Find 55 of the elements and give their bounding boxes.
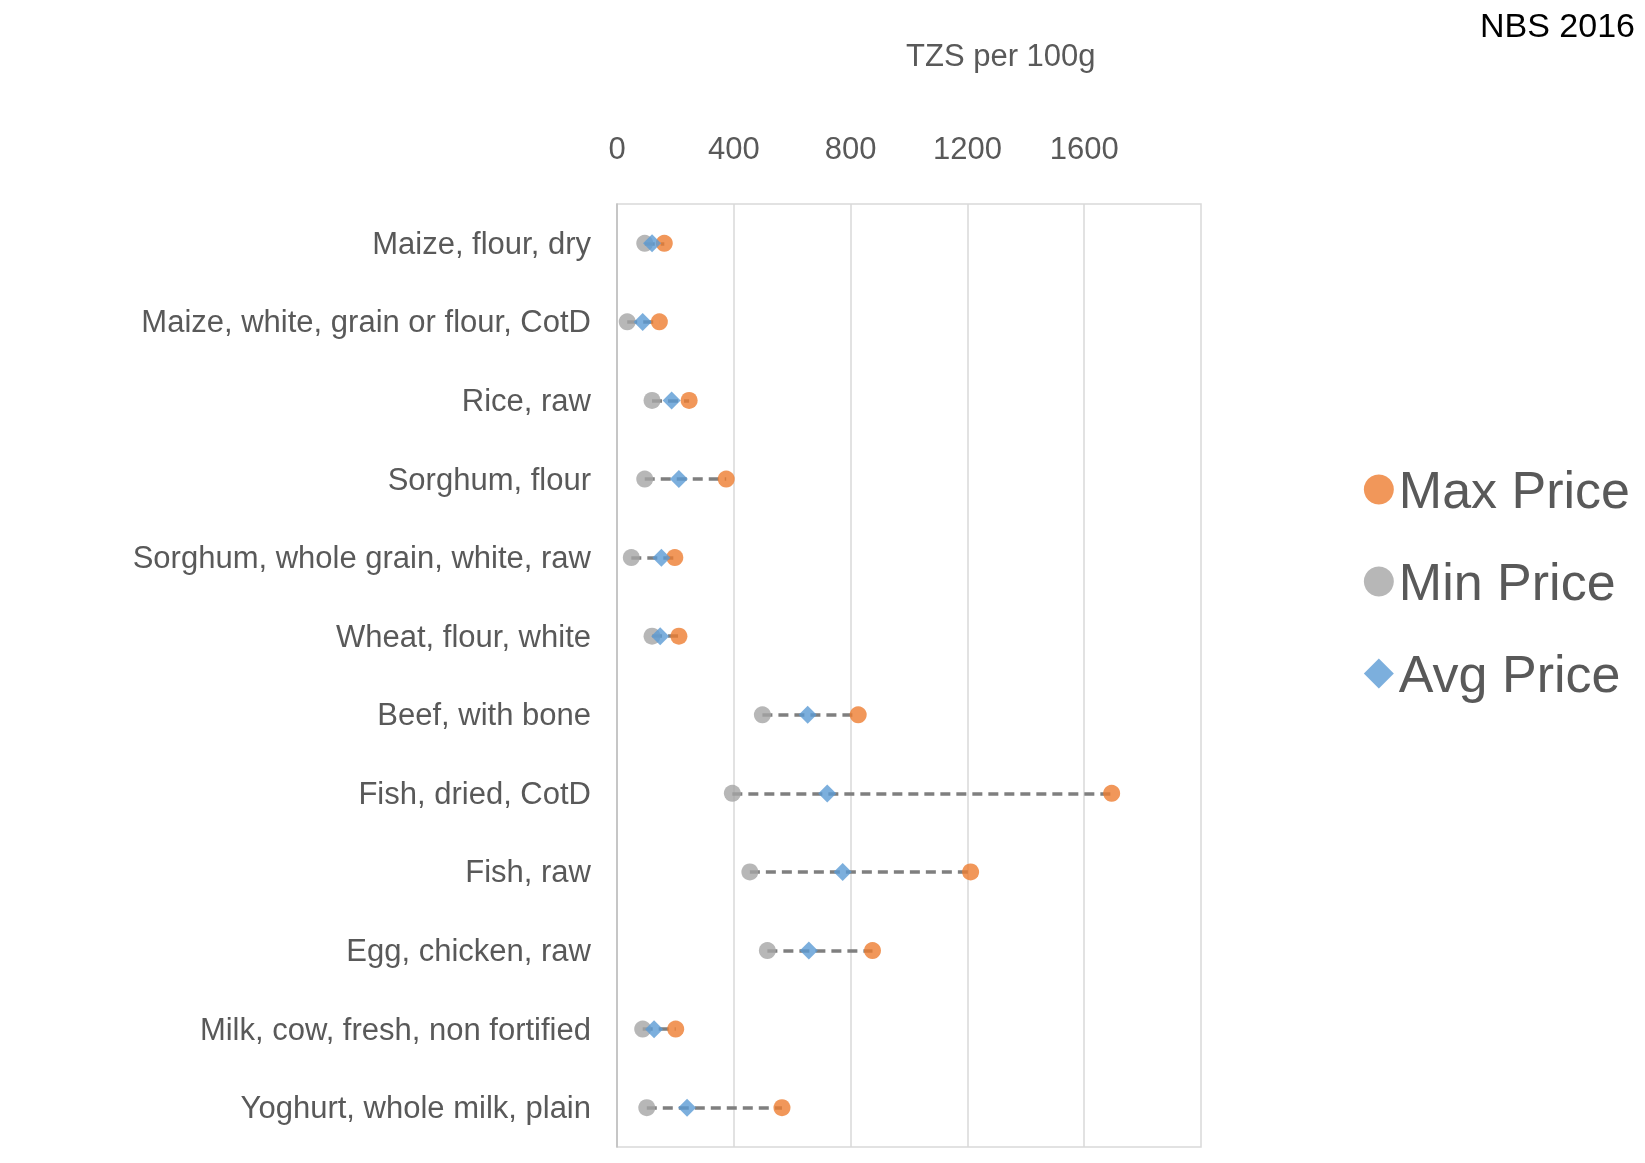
point — [655, 234, 673, 252]
point — [645, 1020, 664, 1039]
y-tick-label: Rice, raw — [461, 382, 592, 418]
point — [753, 706, 771, 724]
y-tick-label: Beef, with bone — [377, 697, 591, 733]
point — [678, 1098, 697, 1117]
legend-label: Max Price — [1398, 460, 1630, 519]
point — [717, 470, 735, 488]
point — [651, 627, 670, 646]
point — [662, 391, 681, 410]
y-tick-label: Maize, flour, dry — [372, 225, 592, 261]
y-tick-label: Sorghum, whole grain, white, raw — [132, 540, 592, 576]
point — [962, 863, 980, 881]
point — [650, 313, 668, 331]
point — [622, 549, 640, 567]
y-tick-label: Wheat, flour, white — [335, 618, 591, 654]
x-tick-label: 1600 — [1049, 131, 1119, 166]
point — [864, 942, 881, 960]
point — [798, 705, 817, 724]
point — [618, 313, 636, 331]
point — [758, 942, 776, 960]
point — [667, 1020, 685, 1038]
x-tick-label: 400 — [707, 131, 760, 166]
x-tick-label: 1200 — [932, 131, 1002, 166]
point — [818, 784, 837, 803]
point — [799, 941, 818, 960]
x-tick-label: 800 — [824, 131, 877, 166]
point — [643, 234, 662, 253]
legend-label: Avg Price — [1398, 644, 1621, 703]
point — [849, 706, 867, 724]
point — [633, 312, 652, 331]
y-tick-label: Fish, raw — [465, 854, 592, 890]
y-tick-label: Milk, cow, fresh, non fortified — [199, 1011, 591, 1047]
y-tick-label: Egg, chicken, raw — [346, 933, 592, 969]
x-tick-label: 0 — [608, 131, 626, 166]
point — [1103, 784, 1121, 802]
point — [680, 391, 698, 409]
y-tick-label: Sorghum, flour — [387, 461, 591, 497]
point — [741, 863, 759, 881]
point — [636, 470, 654, 488]
point — [643, 391, 661, 409]
point — [652, 548, 671, 567]
y-tick-label: Maize, white, grain or flour, CotD — [141, 304, 591, 340]
point — [669, 470, 688, 489]
point — [723, 784, 741, 802]
point — [666, 549, 684, 567]
point — [638, 1099, 656, 1117]
y-tick-label: Fish, dried, CotD — [358, 775, 591, 811]
x-axis-title: TZS per 100g — [906, 38, 1096, 73]
legend-label: Min Price — [1398, 552, 1616, 611]
text: NBS 2016 — [1480, 6, 1636, 44]
point — [773, 1099, 791, 1117]
point — [833, 862, 852, 881]
y-tick-label: Yoghurt, whole milk, plain — [240, 1090, 591, 1126]
point — [670, 627, 688, 645]
